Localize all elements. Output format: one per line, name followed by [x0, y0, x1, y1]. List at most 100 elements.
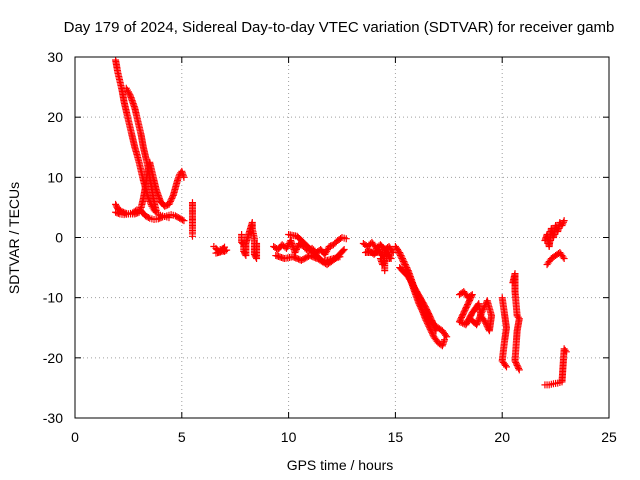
data-point — [154, 214, 165, 223]
data-point — [112, 208, 122, 217]
data-point — [404, 273, 420, 294]
x-tick-label: 20 — [494, 429, 510, 445]
data-point — [293, 232, 326, 264]
chart-title: Day 179 of 2024, Sidereal Day-to-day VTE… — [64, 19, 615, 36]
grid-lines — [75, 57, 609, 418]
data-point — [558, 346, 568, 386]
data-point — [334, 235, 345, 245]
data-point — [300, 243, 310, 253]
data-point — [430, 333, 441, 345]
data-point — [511, 288, 521, 318]
data-point — [340, 246, 348, 254]
data-point — [361, 247, 372, 257]
data-point — [374, 246, 386, 258]
axis-ticks: 0 5 10 15 20 25 -30 -20 -10 0 10 20 30 — [43, 49, 617, 445]
data-point — [498, 294, 508, 315]
data-point — [319, 253, 342, 266]
data-point — [413, 288, 429, 309]
y-tick-label: -30 — [43, 410, 63, 426]
data-point — [124, 88, 134, 99]
data-point — [467, 316, 481, 329]
y-tick-label: -10 — [43, 290, 63, 306]
plot-frame — [74, 56, 610, 419]
y-tick-label: 30 — [47, 49, 63, 65]
data-point — [321, 244, 332, 258]
data-point — [156, 211, 167, 220]
data-point — [473, 306, 487, 327]
data-point — [212, 244, 221, 254]
data-point — [169, 178, 181, 199]
data-point — [547, 253, 558, 263]
data-point — [560, 255, 568, 263]
data-point — [212, 249, 222, 257]
data-point — [325, 241, 336, 251]
data-point — [133, 206, 143, 214]
data-point — [513, 312, 522, 321]
data-point — [238, 238, 247, 248]
data-point — [124, 209, 135, 218]
data-point — [159, 212, 169, 221]
data-point — [188, 232, 196, 240]
data-point — [278, 241, 289, 251]
y-tick-label: 0 — [55, 230, 63, 246]
data-point — [541, 381, 551, 389]
data-point — [501, 324, 510, 345]
data-point — [556, 249, 567, 261]
data-point — [146, 197, 155, 209]
y-tick-label: -20 — [43, 350, 63, 366]
data-point — [511, 357, 523, 372]
data-point — [515, 366, 523, 374]
data-point — [394, 246, 405, 261]
data-point — [456, 291, 476, 324]
data-point — [558, 218, 567, 229]
data-point — [165, 193, 177, 208]
data-point — [415, 300, 426, 315]
data-point — [372, 242, 383, 252]
x-tick-label: 15 — [388, 429, 404, 445]
data-point — [152, 206, 160, 214]
data-point — [131, 209, 142, 218]
data-point — [498, 357, 509, 369]
data-point — [161, 201, 172, 210]
data-point — [549, 379, 560, 388]
data-point — [141, 212, 152, 221]
data-point — [129, 207, 140, 217]
data-point — [379, 250, 389, 260]
data-point — [511, 327, 521, 363]
data-point — [364, 240, 374, 251]
x-tick-label: 10 — [281, 429, 297, 445]
data-point — [466, 315, 474, 323]
data-point — [122, 84, 131, 94]
y-tick-label: 10 — [47, 169, 63, 185]
data-point — [216, 244, 227, 256]
data-point — [112, 200, 121, 211]
data-point — [359, 240, 370, 250]
data-point — [336, 253, 344, 261]
data-point — [421, 303, 437, 327]
data-point — [381, 244, 392, 254]
data-point — [419, 309, 430, 321]
data-points — [112, 56, 570, 389]
data-point — [379, 258, 388, 269]
data-point — [146, 214, 156, 223]
data-point — [455, 289, 466, 299]
x-tick-label: 0 — [71, 429, 79, 445]
data-point — [480, 297, 491, 312]
data-point — [426, 324, 437, 339]
data-point — [543, 256, 554, 269]
data-point — [156, 197, 168, 209]
data-point — [137, 207, 148, 219]
data-point — [148, 167, 160, 192]
data-point — [562, 348, 570, 356]
x-tick-label: 5 — [178, 429, 186, 445]
data-point — [180, 217, 188, 225]
data-point — [396, 264, 411, 279]
y-tick-label: 20 — [47, 109, 63, 125]
data-point — [430, 321, 445, 334]
data-point — [163, 211, 173, 220]
data-point — [329, 238, 340, 249]
data-point — [270, 243, 280, 253]
data-point — [398, 255, 409, 270]
data-point — [137, 131, 147, 150]
data-point — [556, 218, 565, 228]
